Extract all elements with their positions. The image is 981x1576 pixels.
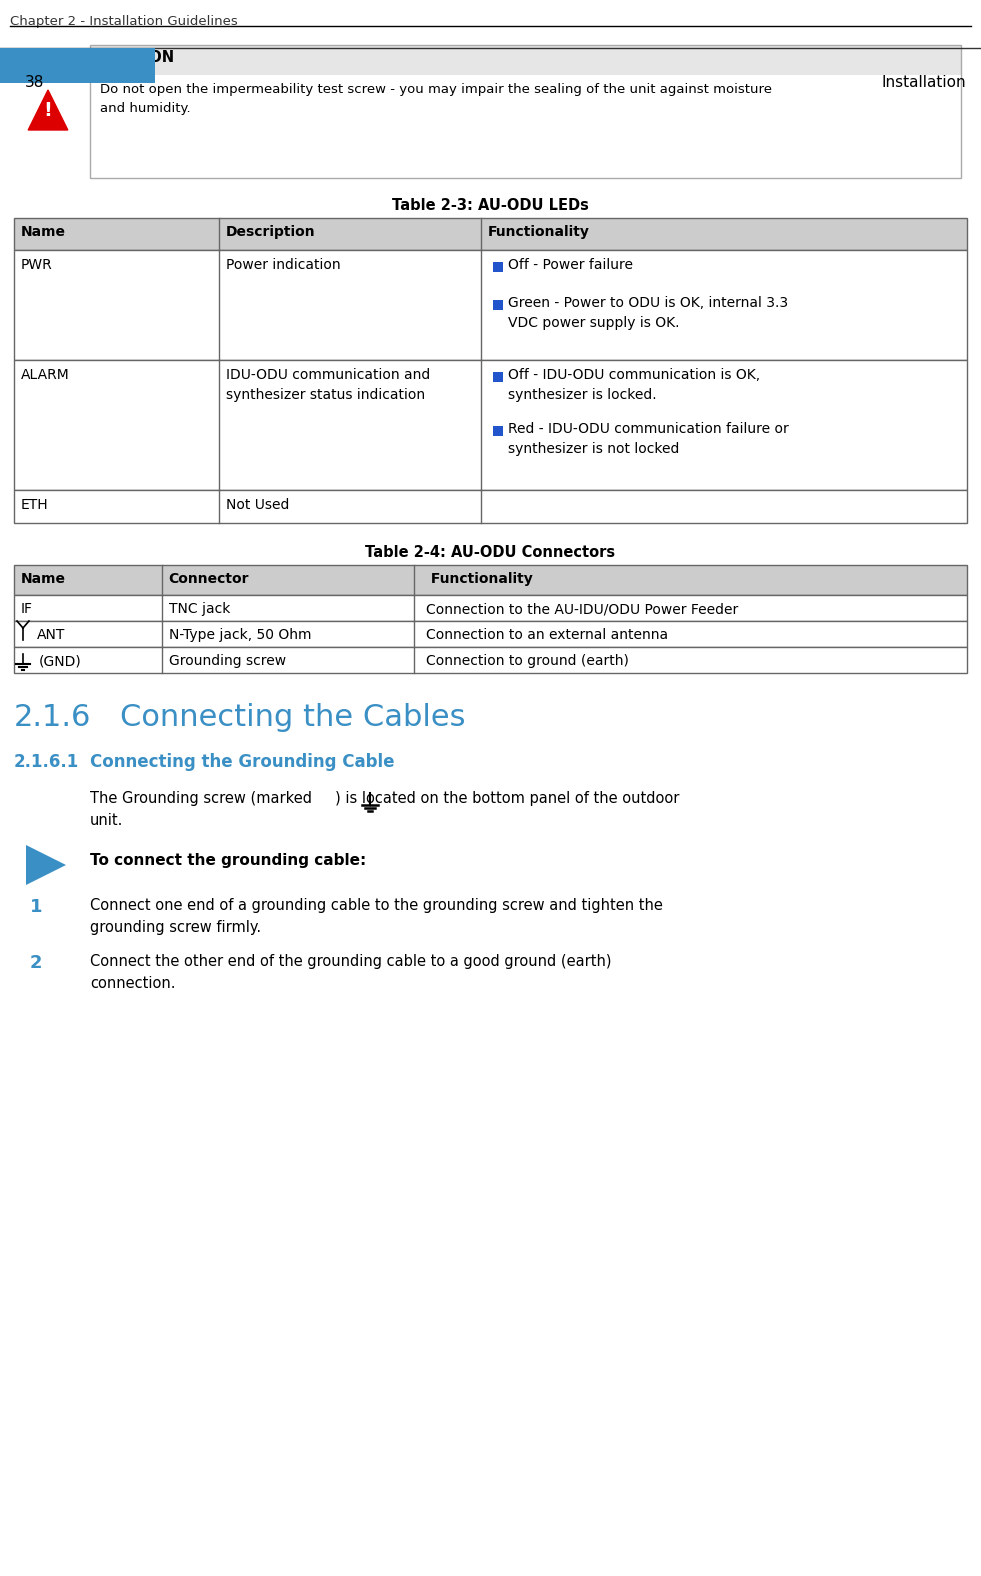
Text: ANT: ANT xyxy=(37,627,66,641)
Text: Connect one end of a grounding cable to the grounding screw and tighten the
grou: Connect one end of a grounding cable to … xyxy=(90,898,663,935)
Text: 2: 2 xyxy=(30,953,42,972)
FancyBboxPatch shape xyxy=(14,596,967,621)
FancyBboxPatch shape xyxy=(14,251,967,359)
FancyBboxPatch shape xyxy=(14,648,967,673)
FancyBboxPatch shape xyxy=(14,359,967,490)
FancyBboxPatch shape xyxy=(90,46,961,76)
Text: Do not open the impermeability test screw - you may impair the sealing of the un: Do not open the impermeability test scre… xyxy=(100,84,772,115)
Text: CAUTION: CAUTION xyxy=(100,50,174,65)
Text: Connecting the Cables: Connecting the Cables xyxy=(120,703,466,731)
Text: Red - IDU-ODU communication failure or
synthesizer is not locked: Red - IDU-ODU communication failure or s… xyxy=(508,422,789,455)
Text: Not Used: Not Used xyxy=(226,498,289,512)
FancyBboxPatch shape xyxy=(493,372,503,381)
FancyBboxPatch shape xyxy=(90,76,961,178)
Polygon shape xyxy=(26,845,66,886)
Text: Connection to ground (earth): Connection to ground (earth) xyxy=(427,654,629,668)
Text: The Grounding screw (marked     ) is located on the bottom panel of the outdoor: The Grounding screw (marked ) is located… xyxy=(90,791,680,805)
FancyBboxPatch shape xyxy=(493,262,503,273)
FancyBboxPatch shape xyxy=(14,621,967,648)
Text: ALARM: ALARM xyxy=(21,369,70,381)
FancyBboxPatch shape xyxy=(493,426,503,437)
Polygon shape xyxy=(28,90,68,129)
Text: 1: 1 xyxy=(30,898,42,916)
Text: TNC jack: TNC jack xyxy=(169,602,231,616)
Text: Connector: Connector xyxy=(169,572,249,586)
Text: Connecting the Grounding Cable: Connecting the Grounding Cable xyxy=(90,753,394,771)
Text: Power indication: Power indication xyxy=(226,258,340,273)
Text: PWR: PWR xyxy=(21,258,53,273)
Text: N-Type jack, 50 Ohm: N-Type jack, 50 Ohm xyxy=(169,627,311,641)
Text: Chapter 2 - Installation Guidelines: Chapter 2 - Installation Guidelines xyxy=(10,16,237,28)
Text: Name: Name xyxy=(21,572,66,586)
Text: !: ! xyxy=(43,101,52,120)
Text: Grounding screw: Grounding screw xyxy=(169,654,285,668)
FancyBboxPatch shape xyxy=(493,299,503,310)
Text: Name: Name xyxy=(21,225,66,240)
Text: Table 2-3: AU-ODU LEDs: Table 2-3: AU-ODU LEDs xyxy=(392,199,589,213)
Text: Description: Description xyxy=(226,225,316,240)
Text: Table 2-4: AU-ODU Connectors: Table 2-4: AU-ODU Connectors xyxy=(366,545,615,559)
Text: Off - Power failure: Off - Power failure xyxy=(508,258,633,273)
Text: unit.: unit. xyxy=(90,813,124,827)
Text: Green - Power to ODU is OK, internal 3.3
VDC power supply is OK.: Green - Power to ODU is OK, internal 3.3… xyxy=(508,296,788,329)
Text: Functionality: Functionality xyxy=(427,572,533,586)
FancyBboxPatch shape xyxy=(14,566,967,596)
FancyBboxPatch shape xyxy=(14,217,967,251)
Text: 2.1.6: 2.1.6 xyxy=(14,703,91,731)
Text: Connection to an external antenna: Connection to an external antenna xyxy=(427,627,668,641)
Text: To connect the grounding cable:: To connect the grounding cable: xyxy=(90,853,366,868)
Text: (GND): (GND) xyxy=(39,654,81,668)
FancyBboxPatch shape xyxy=(14,490,967,523)
Text: IDU-ODU communication and
synthesizer status indication: IDU-ODU communication and synthesizer st… xyxy=(226,369,430,402)
Text: 2.1.6.1: 2.1.6.1 xyxy=(14,753,79,771)
Text: Installation: Installation xyxy=(881,76,966,90)
FancyBboxPatch shape xyxy=(0,47,155,84)
Text: ETH: ETH xyxy=(21,498,49,512)
Text: Connect the other end of the grounding cable to a good ground (earth)
connection: Connect the other end of the grounding c… xyxy=(90,953,611,991)
Text: 38: 38 xyxy=(25,76,44,90)
Text: Connection to the AU-IDU/ODU Power Feeder: Connection to the AU-IDU/ODU Power Feede… xyxy=(427,602,739,616)
Text: IF: IF xyxy=(21,602,33,616)
Text: Functionality: Functionality xyxy=(488,225,590,240)
Text: Off - IDU-ODU communication is OK,
synthesizer is locked.: Off - IDU-ODU communication is OK, synth… xyxy=(508,369,760,402)
